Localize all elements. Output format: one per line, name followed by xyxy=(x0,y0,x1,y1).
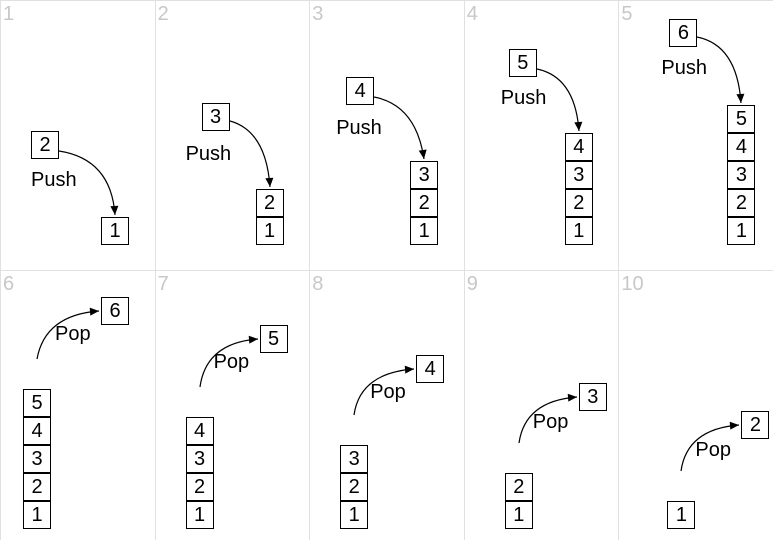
stack-cell: 1 xyxy=(667,501,695,529)
stack-cell: 2 xyxy=(410,189,438,217)
item-cell: 5 xyxy=(509,49,537,77)
operation-label: Pop xyxy=(370,381,406,404)
operation-label: Push xyxy=(661,57,707,80)
stack-cell: 2 xyxy=(340,473,368,501)
item-cell: 3 xyxy=(202,103,230,131)
stack-cell: 1 xyxy=(565,217,593,245)
panel-number: 1 xyxy=(3,3,14,26)
stack-cell: 1 xyxy=(186,501,214,529)
stack-cell: 1 xyxy=(727,217,755,245)
panel-5: 5123456Push xyxy=(618,0,773,270)
panel-1: 1 1 2 Push xyxy=(0,0,155,270)
stack-cell: 3 xyxy=(565,161,593,189)
stack-cell: 1 xyxy=(256,217,284,245)
panel-number: 10 xyxy=(621,273,643,296)
panel-number: 6 xyxy=(3,273,14,296)
panel-number: 4 xyxy=(467,3,478,26)
stack-cell: 1 xyxy=(340,501,368,529)
stack-cell: 4 xyxy=(727,133,755,161)
stack-cell: 1 xyxy=(23,501,51,529)
panel-4: 412345Push xyxy=(464,0,619,270)
item-cell: 4 xyxy=(416,355,444,383)
operation-label: Pop xyxy=(695,439,731,462)
panel-7: 7 1234 5 Pop xyxy=(155,270,310,540)
stack-cell: 1 xyxy=(410,217,438,245)
panel-number: 8 xyxy=(312,273,323,296)
item-cell: 6 xyxy=(101,297,129,325)
item-cell: 5 xyxy=(260,325,288,353)
stack-cell: 2 xyxy=(23,473,51,501)
stack-cell: 2 xyxy=(565,189,593,217)
panel-2: 2123Push xyxy=(155,0,310,270)
item-cell: 3 xyxy=(579,383,607,411)
stack-cell: 3 xyxy=(186,445,214,473)
stack-cell: 2 xyxy=(727,189,755,217)
operation-label: Push xyxy=(501,87,547,110)
operation-label: Pop xyxy=(214,351,250,374)
operation-label: Push xyxy=(186,143,232,166)
operation-label: Pop xyxy=(55,323,91,346)
stack-cell: 5 xyxy=(727,105,755,133)
stack-cell: 2 xyxy=(505,473,533,501)
stack-cell: 2 xyxy=(256,189,284,217)
panel-9: 9 12 3 Pop xyxy=(464,270,619,540)
operation-label: Pop xyxy=(533,411,569,434)
stack-cell: 4 xyxy=(186,417,214,445)
stack-cell: 4 xyxy=(565,133,593,161)
item-cell: 4 xyxy=(346,77,374,105)
diagram-grid: 112Push 2123Push 31234Push 412345Push 51… xyxy=(0,0,773,540)
item-cell: 2 xyxy=(741,411,769,439)
panel-6: 6 12345 6 Pop xyxy=(0,270,155,540)
panel-10: 10 1 2 Pop xyxy=(618,270,773,540)
panel-number: 5 xyxy=(621,3,632,26)
panel-3: 31234Push xyxy=(309,0,464,270)
operation-label: Push xyxy=(336,117,382,140)
stack-cell: 3 xyxy=(727,161,755,189)
stack-cell: 2 xyxy=(186,473,214,501)
item-cell: 2 xyxy=(31,131,59,159)
panel-8: 8 123 4 Pop xyxy=(309,270,464,540)
panel-number: 7 xyxy=(158,273,169,296)
item-cell: 6 xyxy=(669,19,697,47)
stack-cell: 3 xyxy=(340,445,368,473)
stack-cell: 3 xyxy=(23,445,51,473)
stack-cell: 4 xyxy=(23,417,51,445)
panel-number: 2 xyxy=(158,3,169,26)
stack-cell: 5 xyxy=(23,389,51,417)
stack-cell: 1 xyxy=(505,501,533,529)
stack-cell: 3 xyxy=(410,161,438,189)
operation-label: Push xyxy=(31,169,77,192)
stack-cell: 1 xyxy=(101,217,129,245)
panel-number: 9 xyxy=(467,273,478,296)
panel-number: 3 xyxy=(312,3,323,26)
